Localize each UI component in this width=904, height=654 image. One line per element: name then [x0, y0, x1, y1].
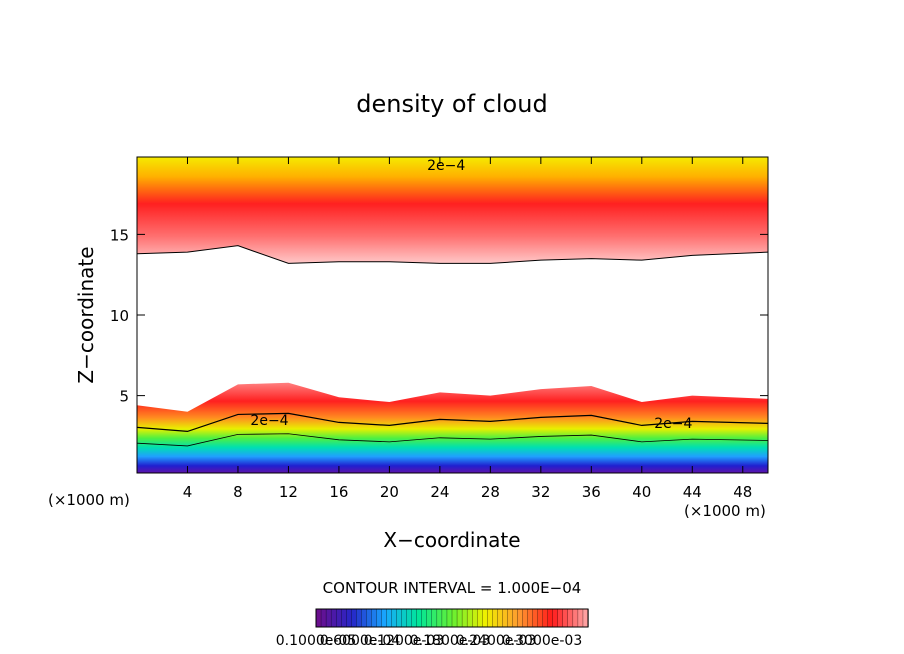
colorbar-cell	[507, 608, 514, 628]
x-unit-right: (×1000 m)	[684, 502, 766, 520]
lower-inner-contour-line	[137, 433, 768, 447]
x-tick-label: 4	[183, 483, 193, 501]
colorbar-cell	[497, 608, 504, 628]
colorbar-cell	[532, 608, 539, 628]
colorbar-cell	[315, 608, 322, 628]
colorbar-cell	[492, 608, 498, 628]
contour-label: 2e−4	[427, 158, 465, 174]
colorbar-label: 0.2400e-03	[456, 633, 536, 649]
contour-label: 2e−4	[654, 416, 692, 432]
colorbar-cell	[371, 608, 378, 628]
colorbar-cell	[341, 608, 347, 628]
colorbar-cell	[361, 608, 368, 628]
x-tick-label: 8	[233, 483, 243, 501]
colorbar-cell	[366, 608, 373, 628]
colorbar-cell	[401, 608, 408, 628]
colorbar-cell	[356, 608, 362, 628]
y-tick-label: 10	[110, 307, 129, 325]
colorbar	[315, 608, 589, 628]
colorbar-cell	[431, 608, 438, 628]
x-tick-label: 40	[632, 483, 651, 501]
x-tick-label: 16	[329, 483, 348, 501]
colorbar-cell	[426, 608, 433, 628]
x-tick-label: 24	[430, 483, 449, 501]
colorbar-cell	[477, 608, 483, 628]
colorbar-cell	[542, 608, 549, 628]
x-tick-label: 12	[279, 483, 298, 501]
colorbar-cell	[522, 608, 529, 628]
colorbar-cell	[461, 608, 468, 628]
y-axis-label: Z−coordinate	[74, 246, 98, 383]
colorbar-cell	[386, 608, 393, 628]
lower-cloud-layer	[137, 382, 768, 473]
colorbar-cell	[406, 608, 413, 628]
colorbar-cell	[396, 608, 403, 628]
x-tick-label: 48	[733, 483, 752, 501]
colorbar-label: 0.1200e-03	[364, 633, 444, 649]
colorbar-cell	[552, 608, 559, 628]
colorbar-cell	[330, 608, 337, 628]
colorbar-cell	[572, 608, 579, 628]
colorbar-cell	[421, 608, 428, 628]
colorbar-cell	[436, 608, 443, 628]
lower-contour-line	[137, 412, 768, 433]
colorbar-cell	[446, 608, 453, 628]
y-tick-label: 5	[119, 388, 129, 406]
colorbar-cell	[527, 608, 534, 628]
colorbar-cell	[567, 608, 574, 628]
x-tick-label: 44	[683, 483, 702, 501]
x-tick-label: 36	[582, 483, 601, 501]
colorbar-frame	[315, 608, 589, 628]
colorbar-cell	[537, 608, 544, 628]
colorbar-cell	[351, 608, 357, 628]
colorbar-cell	[577, 608, 584, 628]
colorbar-cell	[411, 608, 418, 628]
colorbar-cell	[391, 608, 398, 628]
colorbar-cell	[451, 608, 458, 628]
colorbar-cell	[320, 608, 327, 628]
colorbar-cell	[471, 608, 478, 628]
colorbar-label: 0.1800e-03	[410, 633, 490, 649]
colorbar-cell	[335, 608, 342, 628]
colorbar-cell	[557, 608, 564, 628]
chart-title: density of cloud	[356, 90, 547, 118]
contour-label: 2e−4	[250, 413, 288, 429]
colorbar-cell	[456, 608, 463, 628]
x-tick-label: 28	[481, 483, 500, 501]
colorbar-cell	[487, 608, 493, 628]
x-tick-label: 32	[531, 483, 550, 501]
upper-contour-line	[137, 245, 768, 264]
colorbar-cell	[381, 608, 388, 628]
colorbar-cell	[416, 608, 423, 628]
x-tick-label: 20	[380, 483, 399, 501]
colorbar-cell	[346, 608, 352, 628]
colorbar-cell	[547, 608, 554, 628]
y-tick-label: 15	[110, 226, 129, 244]
contour-interval-text: CONTOUR INTERVAL = 1.000E−04	[323, 579, 582, 597]
upper-cloud-layer	[137, 157, 768, 264]
colorbar-cell	[562, 608, 569, 628]
colorbar-label: 0.6000e-04	[320, 633, 401, 649]
colorbar-label: 0.3000e-03	[502, 633, 582, 649]
colorbar-cell	[325, 608, 332, 628]
x-axis-label: X−coordinate	[383, 528, 520, 552]
colorbar-cell	[482, 608, 488, 628]
colorbar-cell	[466, 608, 473, 628]
colorbar-cell	[512, 608, 519, 628]
x-unit-left: (×1000 m)	[48, 491, 130, 509]
colorbar-cell	[517, 608, 524, 628]
colorbar-cell	[502, 608, 509, 628]
colorbar-label: 0.1000e-05	[276, 633, 356, 649]
colorbar-cell	[376, 608, 383, 628]
colorbar-cell	[441, 608, 448, 628]
